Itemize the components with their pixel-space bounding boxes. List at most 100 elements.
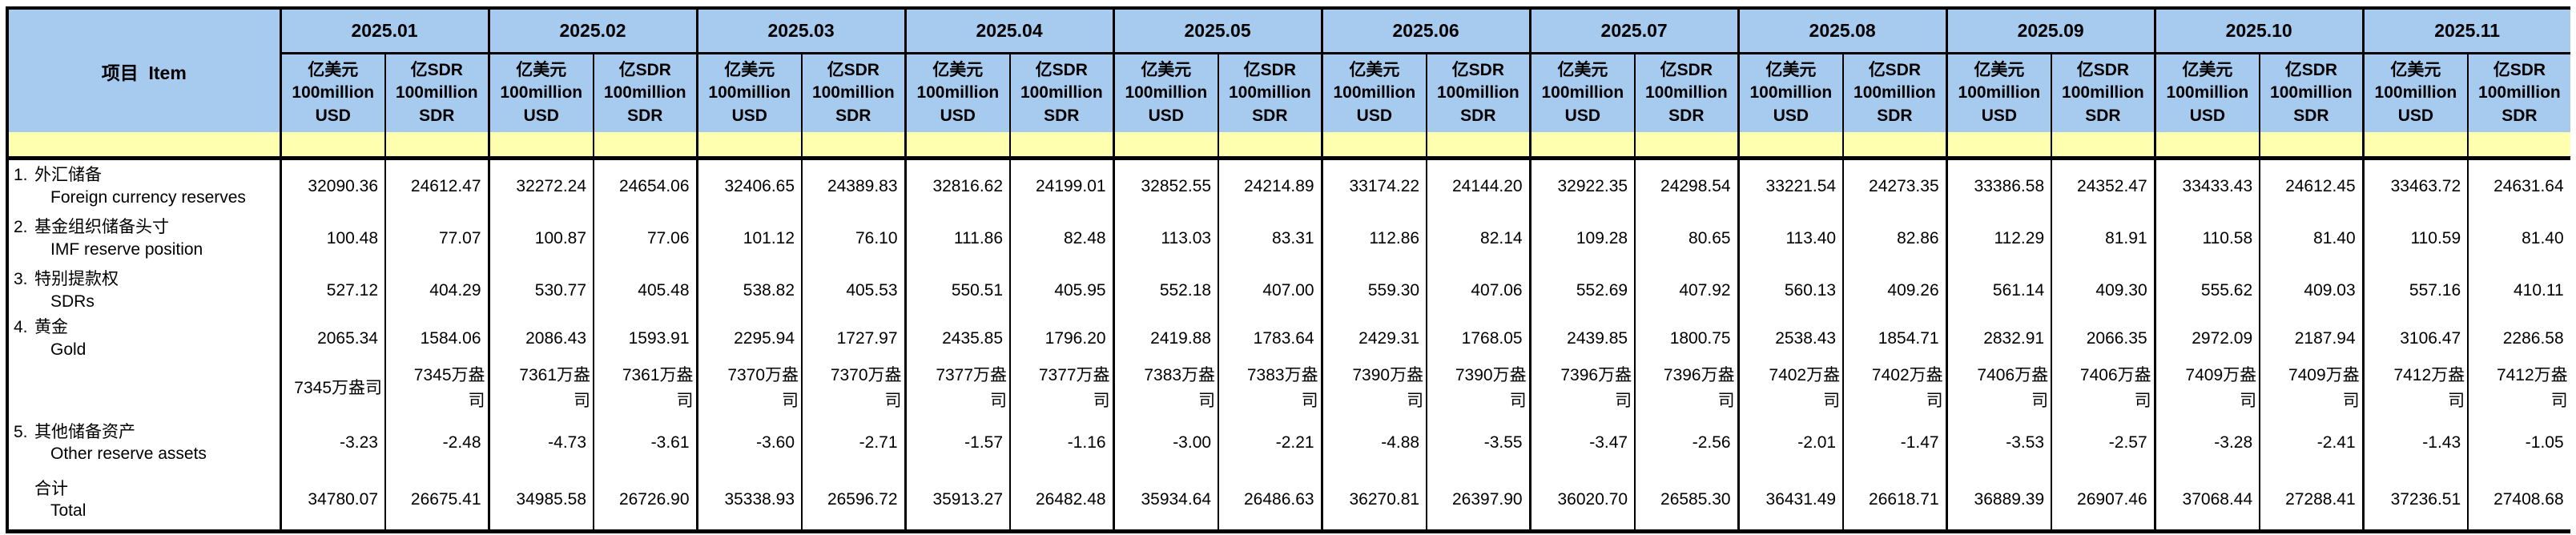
- spacer-cell: [593, 132, 698, 160]
- value-cell: 560.13: [1737, 264, 1844, 316]
- table-header: 项目 Item 2025.01 2025.02 2025.03 2025.04 2025.…: [7, 8, 2570, 160]
- spacer-cell: [2361, 132, 2469, 160]
- gold-ounces-value: 7412万盎司: [2393, 366, 2465, 410]
- gold-ounces-value: 7402万盎司: [1769, 366, 1841, 410]
- value-cell: 2295.94: [695, 316, 803, 361]
- row-label: 3. 特别提款权 SDRs: [7, 264, 280, 316]
- spacer-cell: [1009, 132, 1114, 160]
- row-label-line1: 2. 基金组织储备头寸: [14, 216, 280, 239]
- value-cell: 24389.83: [801, 158, 906, 212]
- value-cell: 32406.65: [695, 158, 803, 212]
- gold-ounces-value: 7409万盎司: [2185, 366, 2257, 410]
- value-cell: 33463.72: [2361, 158, 2469, 212]
- value-cell: 2439.85: [1528, 316, 1636, 361]
- month-header: 2025.03: [695, 8, 906, 54]
- value-cell: 112.86: [1320, 212, 1427, 264]
- sdr-unit-header: 亿SDR 100million SDR: [1634, 53, 1739, 132]
- table-row: 1. 外汇储备 Foreign currency reserves 32090.36 2…: [7, 158, 2570, 212]
- value-cell: 559.30: [1320, 264, 1427, 316]
- row-label: 4. 黄金 Gold: [7, 316, 280, 360]
- gold-ounces-cell: 7406万盎司: [1945, 360, 2052, 416]
- value-cell: -4.88: [1320, 416, 1427, 471]
- spacer-cell: [904, 132, 1011, 160]
- row-label-zh: 基金组织储备头寸: [34, 217, 169, 236]
- value-cell: 81.40: [2467, 212, 2570, 264]
- sdr-unit-header: 亿SDR 100million SDR: [384, 53, 489, 132]
- usd-unit-header: 亿美元 100million USD: [2361, 53, 2469, 132]
- value-cell: 24631.64: [2467, 158, 2570, 212]
- value-cell: 1727.97: [801, 316, 906, 361]
- value-cell: 2065.34: [279, 316, 385, 361]
- row-label-zh: 合计: [34, 479, 68, 498]
- value-cell: -3.60: [695, 416, 803, 471]
- value-cell: 112.29: [1945, 212, 2052, 264]
- row-label-zh: 其他储备资产: [34, 422, 135, 441]
- value-cell: 409.30: [2051, 264, 2155, 316]
- row-label-zh: 特别提款权: [34, 269, 119, 288]
- sdr-unit-header: 亿SDR 100million SDR: [593, 53, 698, 132]
- value-cell: 405.53: [801, 264, 906, 316]
- value-cell: 24273.35: [1842, 158, 1947, 212]
- value-cell: 26482.48: [1009, 470, 1114, 532]
- value-cell: 404.29: [384, 264, 489, 316]
- value-cell: 561.14: [1945, 264, 2052, 316]
- spacer-cell: [1426, 132, 1531, 160]
- value-cell: 1593.91: [593, 316, 698, 361]
- row-number: 4.: [14, 318, 28, 336]
- value-cell: 1854.71: [1842, 316, 1947, 361]
- value-cell: 24298.54: [1634, 158, 1739, 212]
- gold-ounces-cell: 7361万盎司: [487, 360, 594, 416]
- month-header: 2025.06: [1320, 8, 1531, 54]
- gold-ounces-cell: 7390万盎司: [1426, 360, 1531, 416]
- value-cell: -1.05: [2467, 416, 2570, 471]
- spacer-row: [7, 132, 2570, 160]
- value-cell: 555.62: [2153, 264, 2260, 316]
- value-cell: 109.28: [1528, 212, 1636, 264]
- gold-ounces-value: 7396万盎司: [1560, 366, 1632, 410]
- value-cell: 101.12: [695, 212, 803, 264]
- sdr-unit-header: 亿SDR 100million SDR: [2467, 53, 2570, 132]
- sdr-unit-header: 亿SDR 100million SDR: [1218, 53, 1322, 132]
- month-header: 2025.04: [904, 8, 1114, 54]
- value-cell: 35934.64: [1112, 470, 1219, 532]
- row-number: 1.: [14, 165, 28, 184]
- value-cell: 36020.70: [1528, 470, 1636, 532]
- gold-ounces-cell: 7412万盎司: [2467, 360, 2570, 416]
- value-cell: 34985.58: [487, 470, 594, 532]
- value-cell: -1.47: [1842, 416, 1947, 471]
- value-cell: 81.91: [2051, 212, 2155, 264]
- table-row: 2. 基金组织储备头寸 IMF reserve position 100.48 77.0…: [7, 212, 2570, 264]
- value-cell: 1796.20: [1009, 316, 1114, 361]
- gold-ounces-cell: 7370万盎司: [695, 360, 803, 416]
- value-cell: 24144.20: [1426, 158, 1531, 212]
- sdr-unit-header: 亿SDR 100million SDR: [2051, 53, 2155, 132]
- row-label-zh: 黄金: [34, 318, 68, 336]
- spacer-cell: [1218, 132, 1322, 160]
- usd-unit-header: 亿美元 100million USD: [1945, 53, 2052, 132]
- value-cell: 113.03: [1112, 212, 1219, 264]
- value-cell: 26596.72: [801, 470, 906, 532]
- value-cell: 81.40: [2259, 212, 2364, 264]
- month-header: 2025.11: [2361, 8, 2570, 54]
- value-cell: 550.51: [904, 264, 1011, 316]
- value-cell: 1768.05: [1426, 316, 1531, 361]
- row-label-line1: 3. 特别提款权: [14, 268, 280, 291]
- value-cell: -2.21: [1218, 416, 1322, 471]
- spacer-cell: [2051, 132, 2155, 160]
- gold-ounces-cell: 7345万盎司: [279, 360, 385, 416]
- gold-ounces-value: 7390万盎司: [1455, 366, 1527, 410]
- row-label-en: SDRs: [50, 292, 95, 311]
- table-row: 4. 黄金 Gold 2065.34 1584.06 2086.43 1593.91 2295…: [7, 316, 2570, 361]
- month-header: 2025.07: [1528, 8, 1739, 54]
- value-cell: -3.00: [1112, 416, 1219, 471]
- spacer-cell: [1634, 132, 1739, 160]
- row-label-line1: 5. 其他储备资产: [14, 421, 280, 444]
- value-cell: 2972.09: [2153, 316, 2260, 361]
- value-cell: 32272.24: [487, 158, 594, 212]
- value-cell: 82.48: [1009, 212, 1114, 264]
- value-cell: -2.01: [1737, 416, 1844, 471]
- table-row: 3. 特别提款权 SDRs 527.12 404.29 530.77 405.48 538.8…: [7, 264, 2570, 316]
- value-cell: -3.53: [1945, 416, 2052, 471]
- value-cell: 35338.93: [695, 470, 803, 532]
